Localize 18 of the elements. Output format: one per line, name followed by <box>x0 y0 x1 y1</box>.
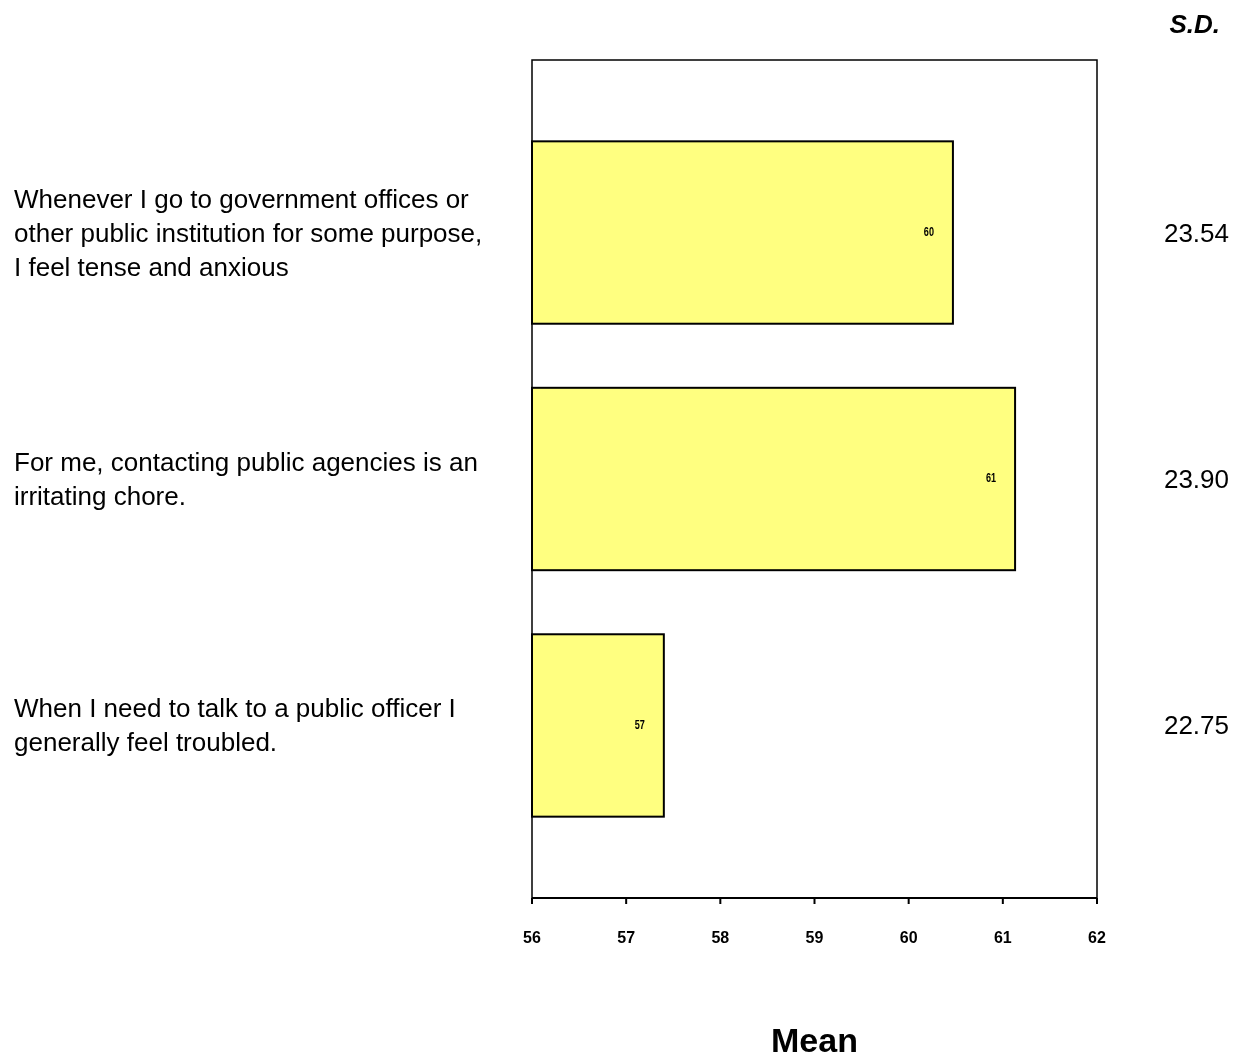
x-tick-label: 60 <box>899 929 918 946</box>
x-axis-title: Mean <box>771 1021 858 1059</box>
text: S.D. <box>1169 9 1220 39</box>
text: 23.90 <box>1163 464 1229 494</box>
y-tick-label: When I need to talk to a public officer I generally feel troubled. <box>14 693 456 758</box>
x-tick-label: 62 <box>1088 929 1106 946</box>
y-tick-label: Whenever I go to government offices or other public institution for some purpose, I feel tense and anxious <box>14 183 483 282</box>
x-tick-label: 61 <box>993 929 1012 946</box>
text: 23.54 <box>1163 217 1229 248</box>
data-label: 61 <box>986 470 997 485</box>
y-tick-label: For me, contacting public agencies is an irritating chore. <box>14 447 478 511</box>
data-label: 60 <box>923 224 934 239</box>
text: 22.75 <box>1163 710 1229 741</box>
x-tick-label: 56 <box>523 929 541 946</box>
x-tick-label: 59 <box>805 929 824 946</box>
x-tick-label: 57 <box>617 929 636 946</box>
data-label: 57 <box>634 717 645 732</box>
x-tick-label: 58 <box>711 929 730 946</box>
